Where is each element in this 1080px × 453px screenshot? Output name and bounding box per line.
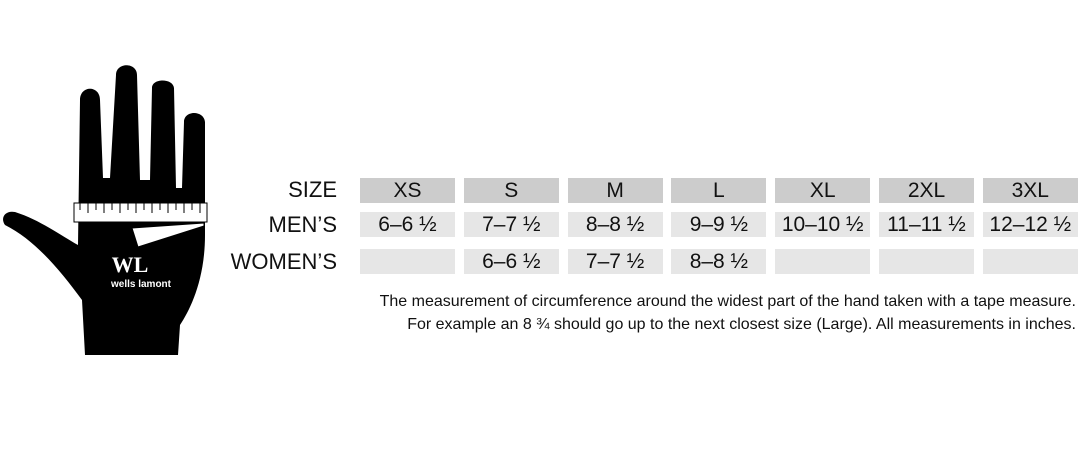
women-size-cell (775, 249, 871, 274)
men-size-cell: 7–7 ½ (463, 212, 559, 237)
women-size-cell (982, 249, 1078, 274)
size-header-cell: 3XL (982, 178, 1078, 203)
women-size-cell (360, 249, 455, 274)
men-size-cell: 6–6 ½ (360, 212, 455, 237)
row-label-women: WOMEN’S (230, 249, 337, 274)
size-header-cell: M (567, 178, 663, 203)
size-header-cell: XS (360, 178, 455, 203)
row-label-size: SIZE (288, 177, 337, 202)
note-line-2: For example an 8 ¾ should go up to the n… (407, 316, 1076, 333)
tape-measure-icon (73, 202, 208, 223)
women-size-cell (879, 249, 974, 274)
men-size-cell: 11–11 ½ (879, 212, 974, 237)
hand-measure-illustration: WL wells lamont (3, 65, 208, 355)
note-line-1: The measurement of circumference around … (379, 293, 1076, 310)
men-size-cell: 10–10 ½ (775, 212, 871, 237)
men-size-cell: 12–12 ½ (982, 212, 1078, 237)
logo-mark: WL (112, 252, 149, 277)
women-size-cell: 8–8 ½ (671, 249, 767, 274)
tape-end-icon (131, 222, 205, 248)
brand-logo: wells lamont (110, 279, 172, 290)
men-size-cell: 9–9 ½ (671, 212, 767, 237)
size-header-cell: 2XL (879, 178, 974, 203)
size-header-cell: S (463, 178, 559, 203)
size-header-cell: L (671, 178, 767, 203)
row-label-men: MEN’S (268, 212, 337, 237)
women-size-cell: 6–6 ½ (463, 249, 559, 274)
men-size-cell: 8–8 ½ (567, 212, 663, 237)
women-size-cell: 7–7 ½ (567, 249, 663, 274)
size-header-cell: XL (775, 178, 871, 203)
